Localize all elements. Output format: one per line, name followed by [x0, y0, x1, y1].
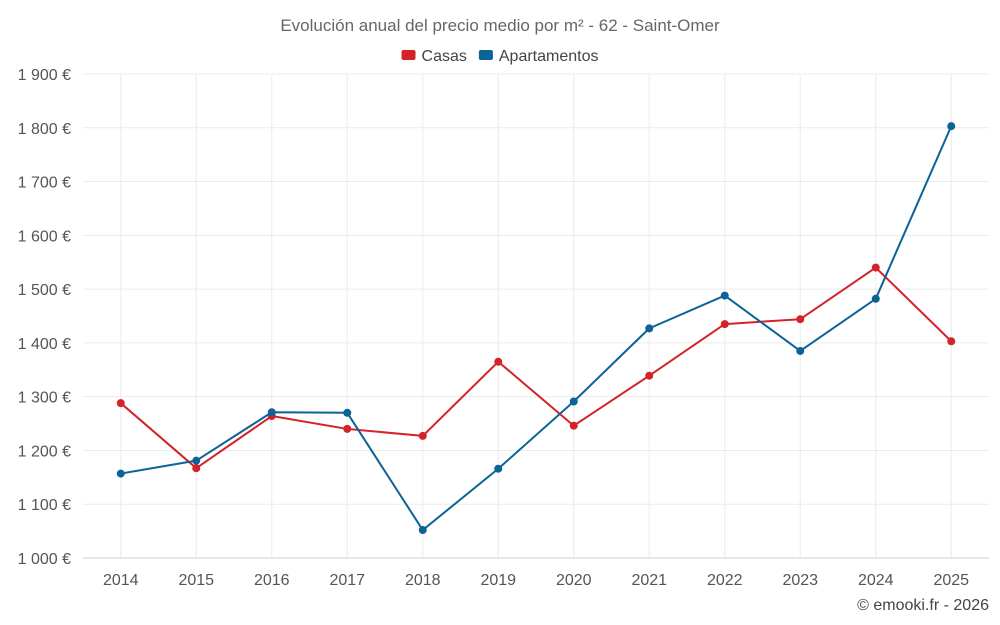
data-point-apartamentos-2023[interactable] [796, 346, 805, 355]
y-tick-label: 1 700 € [18, 175, 71, 192]
data-point-casas-2017[interactable] [343, 424, 352, 433]
data-point-apartamentos-2020[interactable] [569, 397, 578, 406]
y-tick-label: 1 200 € [18, 443, 71, 460]
data-point-apartamentos-2018[interactable] [418, 526, 427, 535]
x-tick-label: 2018 [405, 572, 441, 589]
x-tick-label: 2019 [480, 572, 516, 589]
y-tick-label: 1 100 € [18, 497, 71, 514]
x-tick-label: 2024 [858, 572, 894, 589]
data-point-casas-2024[interactable] [871, 263, 880, 272]
y-tick-label: 1 600 € [18, 228, 71, 245]
data-point-apartamentos-2021[interactable] [645, 324, 654, 333]
axes: 1 000 € 1 100 € 1 200 € 1 300 € 1 400 € 1 500… [18, 67, 989, 589]
data-point-casas-2015[interactable] [192, 464, 201, 473]
data-point-apartamentos-2019[interactable] [494, 464, 503, 473]
data-point-casas-2022[interactable] [720, 320, 729, 329]
x-tick-label: 2021 [631, 572, 667, 589]
y-tick-label: 1 800 € [18, 121, 71, 138]
data-point-casas-2023[interactable] [796, 315, 805, 324]
y-tick-label: 1 400 € [18, 336, 71, 353]
grid [83, 73, 989, 559]
legend-label: Apartamentos [499, 48, 599, 65]
legend-label: Casas [422, 48, 467, 65]
x-tick-label: 2015 [178, 572, 214, 589]
y-tick-label: 1 900 € [18, 67, 71, 84]
x-tick-label: 2023 [782, 572, 818, 589]
x-tick-label: 2016 [254, 572, 290, 589]
y-tick-label: 1 300 € [18, 390, 71, 407]
x-tick-label: 2020 [556, 572, 592, 589]
credit-text: © emooki.fr - 2026 [857, 597, 989, 614]
x-tick-label: 2014 [103, 572, 139, 589]
data-point-apartamentos-2025[interactable] [947, 122, 956, 131]
legend[interactable]: Casas Apartamentos [401, 48, 599, 65]
data-point-casas-2019[interactable] [494, 357, 503, 366]
data-point-casas-2025[interactable] [947, 337, 956, 346]
data-point-apartamentos-2024[interactable] [871, 294, 880, 303]
x-tick-label: 2025 [933, 572, 969, 589]
y-tick-label: 1 500 € [18, 282, 71, 299]
data-point-casas-2021[interactable] [645, 371, 654, 380]
series-layer [116, 122, 956, 535]
legend-item-apartamentos[interactable]: Apartamentos [478, 48, 599, 65]
data-point-apartamentos-2016[interactable] [267, 408, 276, 417]
data-point-casas-2014[interactable] [116, 399, 125, 408]
legend-swatch [478, 50, 493, 60]
data-point-casas-2020[interactable] [569, 421, 578, 430]
legend-item-casas[interactable]: Casas [401, 48, 467, 65]
chart-title: Evolución anual del precio medio por m² … [280, 16, 720, 35]
data-point-casas-2018[interactable] [418, 431, 427, 440]
y-tick-label: 1 000 € [18, 551, 71, 568]
series-line-apartamentos [120, 125, 953, 532]
data-point-apartamentos-2022[interactable] [720, 291, 729, 300]
data-point-apartamentos-2017[interactable] [343, 408, 352, 417]
data-point-apartamentos-2015[interactable] [192, 456, 201, 465]
x-tick-label: 2022 [707, 572, 743, 589]
series-apartamentos [116, 122, 956, 535]
series-line-casas [120, 266, 952, 470]
data-point-apartamentos-2014[interactable] [116, 469, 125, 478]
x-tick-label: 2017 [329, 572, 365, 589]
legend-swatch [401, 50, 416, 60]
series-casas [116, 263, 956, 473]
